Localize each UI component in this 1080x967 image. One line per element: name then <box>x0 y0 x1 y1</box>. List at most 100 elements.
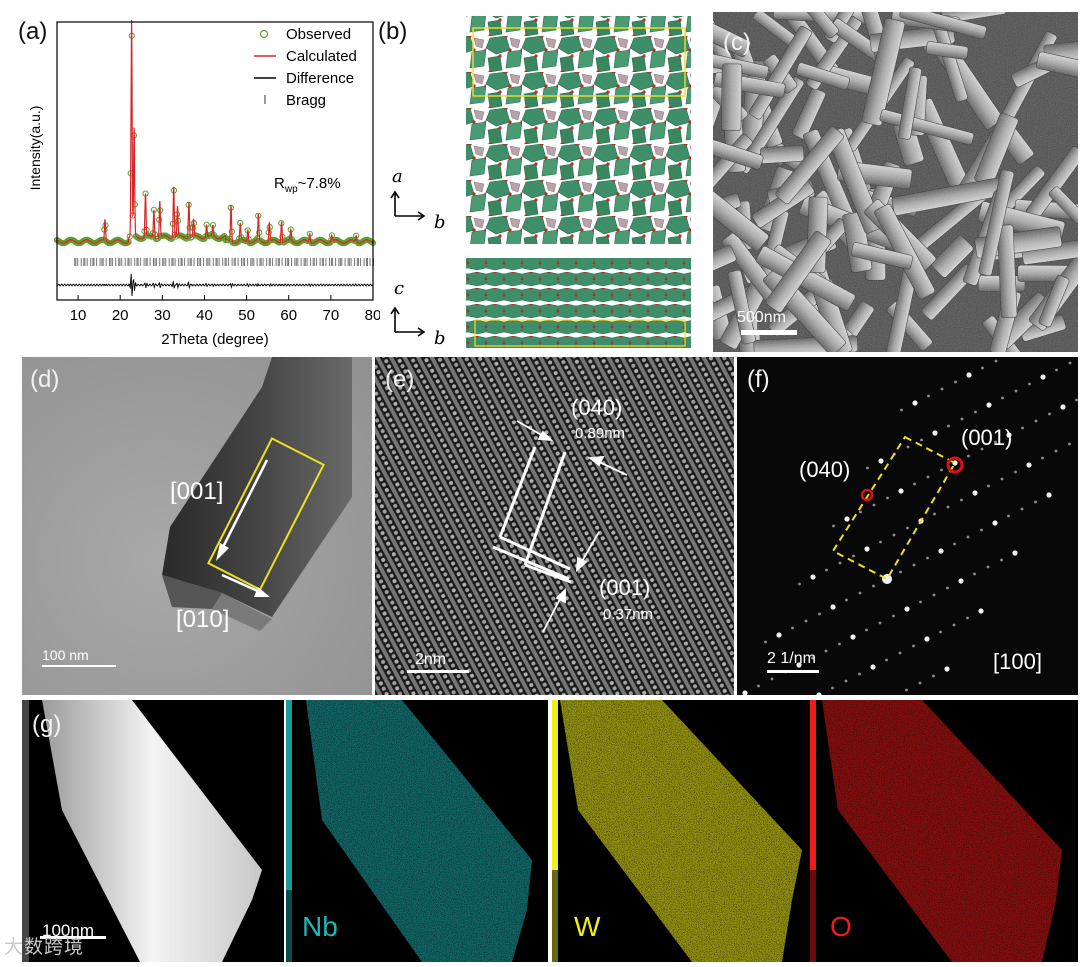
spot-001-marker <box>946 456 964 474</box>
diffraction-spot <box>952 623 956 627</box>
diffraction-spot <box>892 533 896 537</box>
diffraction-spot <box>912 563 916 567</box>
diffraction-spot <box>1068 442 1071 446</box>
diffraction-spot <box>974 410 977 414</box>
legend-observed: Observed <box>286 26 351 43</box>
legend-calculated: Calculated <box>286 48 357 65</box>
map-o: O <box>810 700 1078 962</box>
axis-c-label: c <box>394 278 404 299</box>
diffraction-spot <box>865 628 868 632</box>
xrd-frame <box>56 21 374 301</box>
dir-010-arrow <box>221 573 261 594</box>
diffraction-spot <box>1054 449 1058 453</box>
diffraction-spot <box>858 591 862 595</box>
xrd-plot-area <box>53 19 377 297</box>
diffraction-spot <box>1040 374 1046 380</box>
diffraction-spot <box>1001 396 1004 400</box>
saed-scale-text: 2 1/nm <box>767 650 816 667</box>
unit-cell-box-side <box>474 319 686 347</box>
diffraction-spot <box>987 484 990 488</box>
crystal-side-view <box>466 258 691 348</box>
diffraction-spot <box>872 584 875 588</box>
haadf-rod <box>42 700 262 962</box>
axis-a-label: a <box>392 166 403 187</box>
diffraction-spot <box>986 402 992 408</box>
spot-040-label: (040) <box>799 457 850 482</box>
diffraction-spot <box>1075 398 1078 402</box>
legend-difference: Difference <box>286 70 354 87</box>
diffraction-spot <box>1055 368 1058 372</box>
diffraction-spot <box>1000 477 1004 481</box>
hrtem-scale-text: 2nm <box>415 651 446 668</box>
diffraction-spot <box>932 430 938 436</box>
diffraction-spot <box>770 677 774 681</box>
diffraction-spot <box>900 408 903 412</box>
panel-e-label: (e) <box>385 366 414 393</box>
spot-001-label: (001) <box>961 425 1012 450</box>
diffraction-spot <box>986 565 990 569</box>
diffraction-spot <box>992 520 998 526</box>
diffraction-spot <box>859 510 862 514</box>
panel-c-label: (c) <box>723 29 751 56</box>
dir-001-label: [001] <box>170 478 223 505</box>
diffraction-spot <box>742 690 748 695</box>
diffraction-spot <box>946 586 949 590</box>
diffraction-spot <box>810 574 816 580</box>
diffraction-spot <box>818 612 821 616</box>
diffraction-spot <box>994 440 997 444</box>
diffraction-spot <box>994 359 998 363</box>
xrd-y-label: Intensity(a.u.) <box>27 106 43 191</box>
diffraction-spot <box>825 568 828 572</box>
diffraction-spot <box>858 672 861 676</box>
diffraction-spot <box>1014 470 1017 474</box>
eds-maps: 100nm (g) Nb W O <box>22 700 1078 962</box>
diffraction-spot <box>899 570 902 574</box>
diffraction-spot <box>898 488 904 494</box>
diffraction-spot <box>885 658 888 662</box>
diffraction-spots <box>742 359 1078 695</box>
legend-observed-marker <box>259 29 269 39</box>
diffraction-spot <box>980 528 983 532</box>
diffraction-spot <box>1034 500 1037 504</box>
diffraction-spot <box>838 561 842 565</box>
diffraction-spot <box>798 582 801 586</box>
x-tick-label: 50 <box>238 307 255 324</box>
diffraction-spot <box>757 684 760 688</box>
diffraction-spot <box>938 548 944 554</box>
diffraction-spot <box>852 554 855 558</box>
xrd-x-label: 2Theta (degree) <box>161 331 269 348</box>
lattice-markers <box>492 446 572 584</box>
hrtem-image: (040) 0.89nm (001) 0.37nm 2nm (e) <box>375 357 734 695</box>
diffraction-spot <box>1000 558 1003 562</box>
diffraction-spot <box>960 498 963 502</box>
sem-image: 500nm (c) <box>713 12 1078 352</box>
x-tick-label: 30 <box>154 307 171 324</box>
diffraction-spot <box>892 614 895 618</box>
diffraction-spot <box>886 496 889 500</box>
spacing-arrows <box>516 420 628 633</box>
xrd-chart: 10 20 30 40 50 60 70 80 2Theta (degree) Intensi… <box>27 19 380 348</box>
diffraction-spot <box>1021 426 1024 430</box>
diffraction-spot <box>845 598 848 602</box>
diffraction-spot <box>1006 432 1012 438</box>
spacing-001: 0.37nm <box>603 606 653 623</box>
axes-indicator-side <box>390 306 426 337</box>
diffraction-spot <box>958 578 964 584</box>
xrd-legend: Observed Calculated Difference Bragg <box>254 26 357 109</box>
diffraction-spot <box>1068 361 1072 365</box>
unit-cell-box-top <box>472 27 686 97</box>
diffraction-spot <box>1060 404 1066 410</box>
diffraction-spot <box>872 503 876 507</box>
diffraction-spot <box>1041 456 1044 460</box>
x-tick-label: 80 <box>365 307 380 324</box>
diffraction-spot <box>947 424 950 428</box>
axis-b-label-side: b <box>434 328 446 349</box>
diffraction-spot <box>924 636 930 642</box>
diffraction-spot <box>972 490 978 496</box>
panel-d-label: (d) <box>30 366 59 393</box>
tem-selected-area <box>207 437 325 591</box>
diffraction-spot <box>980 447 984 451</box>
saed-pattern: (001) (040) [100] 2 1/nm (f) <box>737 357 1078 695</box>
diffraction-spot <box>830 604 836 610</box>
panel-f-label: (f) <box>747 366 770 393</box>
